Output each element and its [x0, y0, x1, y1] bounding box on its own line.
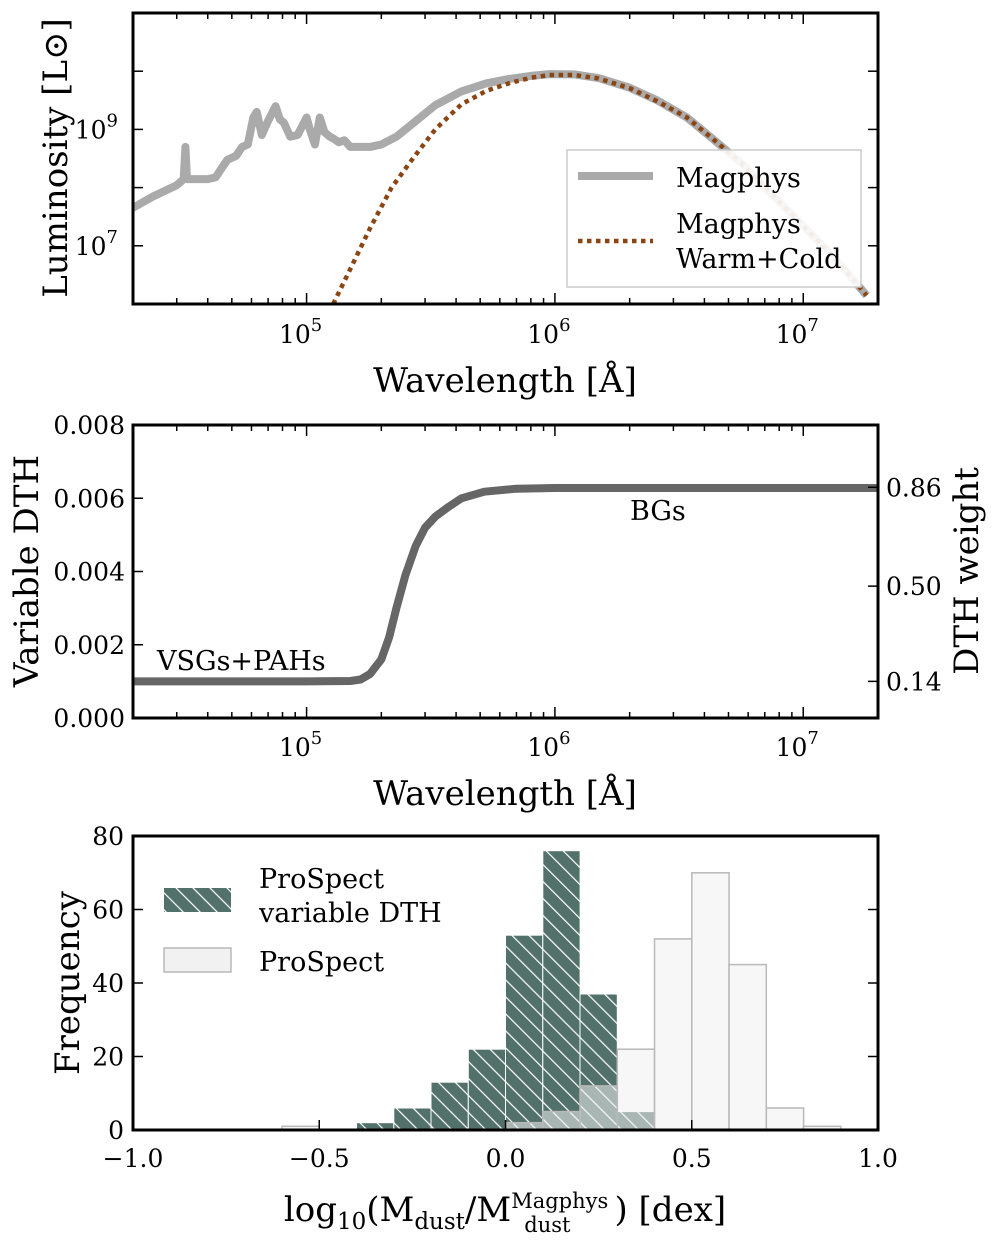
y-tick-base: 10 — [75, 232, 107, 261]
x-tick-label: 106 — [527, 315, 570, 349]
y-tick-label: 60 — [92, 896, 124, 925]
y-tick-label: 0.000 — [53, 704, 125, 733]
prospect-bar — [728, 963, 768, 1130]
legend-prospect-swatch — [163, 947, 232, 973]
x-tick-exp: 6 — [559, 315, 570, 336]
x-tick-label: −1.0 — [103, 1144, 164, 1173]
y-tick-label: 40 — [92, 969, 124, 998]
prospect-bar — [765, 1107, 805, 1130]
prospect-bar — [542, 1110, 581, 1130]
x-tick-label: 107 — [776, 728, 819, 762]
y-tick-exp: 9 — [107, 110, 118, 131]
dth-right-axis-label: DTH weight — [947, 467, 987, 675]
dth-y-axis-label: Variable DTH — [7, 455, 47, 688]
dth-panel: 105 106 1070.0000.0020.0040.0060.0080.140.… — [7, 411, 987, 814]
x-tick-base: 10 — [527, 733, 559, 762]
y-tick-label: 0 — [108, 1116, 124, 1145]
y-tick-label: 107 — [75, 227, 118, 261]
annotation-vsgs-pahs: VSGs+PAHs — [156, 646, 326, 677]
x-tick-label: 106 — [527, 728, 570, 762]
dth-x-axis-label: Wavelength [Å] — [373, 773, 637, 814]
x-tick-exp: 7 — [807, 315, 818, 336]
legend-magphys-label: Magphys — [676, 163, 801, 194]
x-tick-exp: 5 — [311, 315, 322, 336]
y-tick-label: 0.004 — [53, 558, 125, 587]
histogram-plot-frame — [131, 834, 880, 1132]
right-y-tick-label: 0.86 — [886, 473, 942, 502]
prospect-bar — [616, 1048, 656, 1130]
y-tick-label: 0.002 — [53, 631, 125, 660]
histogram-x-axis-label: log10(Mdust/MMagphys dust) [dex] — [284, 1189, 726, 1237]
variable-dth-bar — [467, 1048, 507, 1130]
magphys-warm-cold-line — [331, 72, 869, 304]
y-tick-label: 109 — [75, 110, 118, 144]
legend-warmcold-label-line1: Magphys — [676, 209, 801, 240]
y-tick-label: 0.008 — [53, 411, 125, 440]
x-tick-base: 10 — [776, 733, 808, 762]
x-tick-label: −0.5 — [289, 1144, 350, 1173]
x-tick-label: 0.5 — [672, 1144, 712, 1173]
luminosity-legend: Magphys Magphys Warm+Cold — [566, 149, 862, 288]
histogram-legend: ProSpect variable DTH ProSpect — [163, 864, 442, 978]
y-tick-label: 80 — [92, 822, 124, 851]
dth-plot-frame — [131, 423, 880, 720]
x-tick-exp: 7 — [807, 728, 818, 749]
y-tick-base: 10 — [75, 115, 107, 144]
x-tick-label: 0.0 — [486, 1144, 526, 1173]
legend-warmcold-label-line2: Warm+Cold — [676, 244, 841, 275]
x-tick-base: 10 — [279, 320, 311, 349]
legend-variable-dth-label-line2: variable DTH — [258, 898, 442, 929]
histogram-y-axis-label: Frequency — [48, 890, 88, 1075]
variable-dth-bar — [505, 934, 544, 1130]
y-tick-label: 20 — [92, 1043, 124, 1072]
x-tick-label: 107 — [776, 315, 819, 349]
luminosity-plot-frame — [131, 11, 880, 306]
prospect-bar — [579, 1085, 619, 1130]
x-tick-label: 105 — [279, 728, 322, 762]
right-y-tick-label: 0.50 — [886, 572, 942, 601]
x-tick-base: 10 — [279, 733, 311, 762]
annotation-bgs: BGs — [630, 496, 686, 527]
variable-dth-bar — [542, 850, 581, 1130]
variable-dth-bar — [393, 1107, 432, 1130]
y-tick-label: 0.006 — [53, 484, 125, 513]
luminosity-y-axis-label: Luminosity [L⊙] — [36, 18, 76, 298]
variable-dth-bar — [430, 1081, 469, 1130]
variable-dth-line — [133, 484, 878, 686]
legend-variable-dth-label-line1: ProSpect — [259, 864, 384, 895]
histogram-panel: −1.0 −0.5 0.0 0.5 1.0 0 20 40 60 80 ProSpect vari… — [48, 822, 898, 1237]
right-y-tick-label: 0.14 — [886, 667, 942, 696]
prospect-bar — [802, 1125, 842, 1130]
legend-prospect-label: ProSpect — [259, 947, 384, 978]
x-tick-label: 105 — [279, 315, 322, 349]
legend-variable-dth-swatch — [164, 888, 231, 912]
x-tick-exp: 5 — [311, 728, 322, 749]
x-tick-exp: 6 — [559, 728, 570, 749]
prospect-bar — [653, 938, 693, 1130]
x-tick-label: 1.0 — [858, 1144, 898, 1173]
prospect-bar — [691, 872, 730, 1130]
luminosity-x-axis-label: Wavelength [Å] — [373, 360, 637, 401]
x-tick-base: 10 — [527, 320, 559, 349]
x-tick-base: 10 — [776, 320, 808, 349]
y-tick-exp: 7 — [107, 227, 118, 248]
